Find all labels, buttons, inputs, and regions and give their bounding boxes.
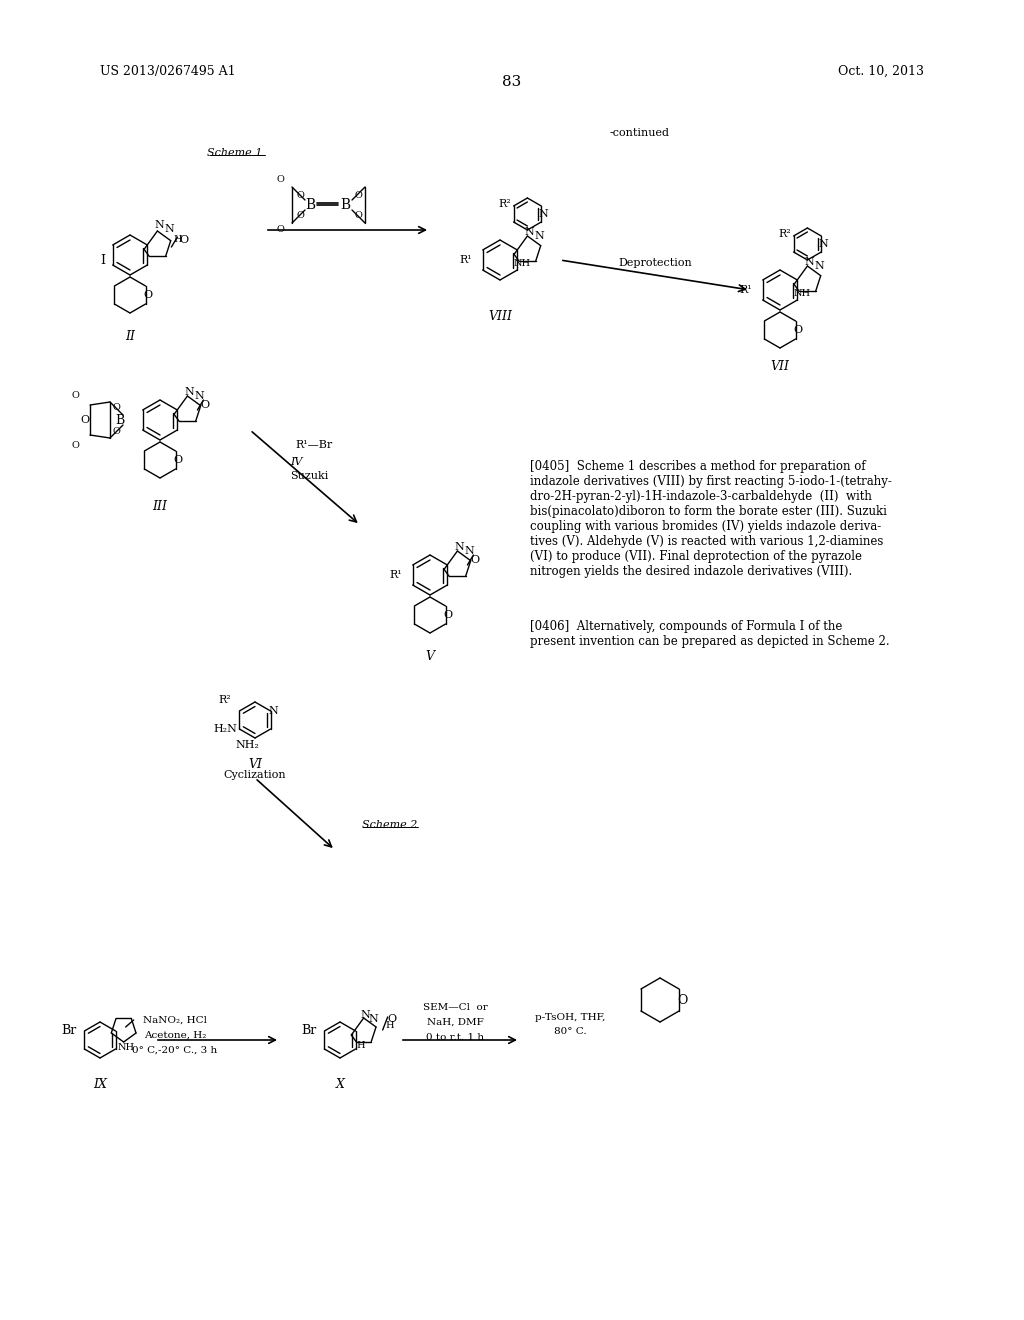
Text: N: N <box>165 224 174 234</box>
Text: N: N <box>465 546 474 556</box>
Text: N: N <box>268 706 278 715</box>
Text: O: O <box>201 400 210 411</box>
Text: N: N <box>360 1010 371 1020</box>
Text: O: O <box>179 235 188 246</box>
Text: II: II <box>125 330 135 343</box>
Text: Scheme 1: Scheme 1 <box>207 148 263 158</box>
Text: [0406]  Alternatively, compounds of Formula I of the
present invention can be pr: [0406] Alternatively, compounds of Formu… <box>530 620 890 648</box>
Text: N: N <box>524 227 535 238</box>
Text: US 2013/0267495 A1: US 2013/0267495 A1 <box>100 65 236 78</box>
Text: O: O <box>71 391 79 400</box>
Text: O: O <box>677 994 687 1006</box>
Text: -continued: -continued <box>610 128 670 139</box>
Text: p-TsOH, THF,: p-TsOH, THF, <box>535 1014 605 1023</box>
Text: 83: 83 <box>503 75 521 88</box>
Text: R²: R² <box>499 199 511 209</box>
Text: V: V <box>426 649 434 663</box>
Text: O: O <box>143 290 153 300</box>
Text: NH₂: NH₂ <box>236 741 259 750</box>
Text: Deprotection: Deprotection <box>618 257 692 268</box>
Text: Cyclization: Cyclization <box>223 770 287 780</box>
Text: O: O <box>276 176 284 185</box>
Text: H: H <box>173 235 182 244</box>
Text: N: N <box>805 257 814 267</box>
Text: O: O <box>81 414 89 425</box>
Text: N: N <box>814 261 824 271</box>
Text: O: O <box>443 610 453 620</box>
Text: N: N <box>155 220 164 230</box>
Text: N: N <box>195 391 204 401</box>
Text: N: N <box>818 239 828 249</box>
Text: N: N <box>455 543 464 552</box>
Text: I: I <box>100 253 105 267</box>
Text: O: O <box>173 455 182 465</box>
Text: IX: IX <box>93 1078 106 1092</box>
Text: NH: NH <box>514 260 531 268</box>
Text: N: N <box>369 1014 379 1024</box>
Text: Oct. 10, 2013: Oct. 10, 2013 <box>838 65 924 78</box>
Text: SEM—Cl  or: SEM—Cl or <box>423 1003 487 1012</box>
Text: B: B <box>305 198 315 213</box>
Text: Suzuki: Suzuki <box>290 471 329 480</box>
Text: O: O <box>112 404 120 412</box>
Text: 80° C.: 80° C. <box>554 1027 587 1036</box>
Text: R²: R² <box>778 228 792 239</box>
Text: R¹: R¹ <box>389 570 402 579</box>
Text: 0 to r.t. 1 h: 0 to r.t. 1 h <box>426 1034 484 1043</box>
Text: O: O <box>354 210 361 219</box>
Text: Br: Br <box>61 1024 77 1038</box>
Text: O: O <box>276 226 284 235</box>
Text: NH: NH <box>117 1043 134 1052</box>
Text: N: N <box>535 231 545 242</box>
Text: Scheme 2: Scheme 2 <box>362 820 418 830</box>
Text: Acetone, H₂: Acetone, H₂ <box>143 1031 206 1040</box>
Text: NH: NH <box>794 289 811 298</box>
Text: B: B <box>116 413 125 426</box>
Text: H₂N: H₂N <box>213 723 237 734</box>
Text: O: O <box>354 190 361 199</box>
Text: NaH, DMF: NaH, DMF <box>427 1018 483 1027</box>
Text: H: H <box>356 1040 365 1049</box>
Text: 0° C,-20° C., 3 h: 0° C,-20° C., 3 h <box>132 1045 218 1055</box>
Text: O: O <box>71 441 79 450</box>
Text: O: O <box>296 190 304 199</box>
Text: O: O <box>471 554 480 565</box>
Text: N: N <box>184 387 195 397</box>
Text: VII: VII <box>770 360 790 374</box>
Text: NaNO₂, HCl: NaNO₂, HCl <box>143 1015 207 1024</box>
Text: III: III <box>153 500 168 513</box>
Text: IV: IV <box>290 457 302 467</box>
Text: B: B <box>340 198 350 213</box>
Text: R¹—Br: R¹—Br <box>295 440 332 450</box>
Text: Br: Br <box>302 1024 317 1038</box>
Text: O: O <box>794 325 803 335</box>
Text: O: O <box>387 1014 396 1024</box>
Text: VIII: VIII <box>488 310 512 323</box>
Text: H: H <box>385 1022 394 1031</box>
Text: VI: VI <box>248 758 262 771</box>
Text: R¹: R¹ <box>739 285 752 294</box>
Text: X: X <box>336 1078 344 1092</box>
Text: R¹: R¹ <box>460 255 472 265</box>
Text: N: N <box>539 209 548 219</box>
Text: O: O <box>112 428 120 437</box>
Text: O: O <box>296 210 304 219</box>
Text: [0405]  Scheme 1 describes a method for preparation of
indazole derivatives (VII: [0405] Scheme 1 describes a method for p… <box>530 459 892 578</box>
Text: R²: R² <box>219 696 231 705</box>
